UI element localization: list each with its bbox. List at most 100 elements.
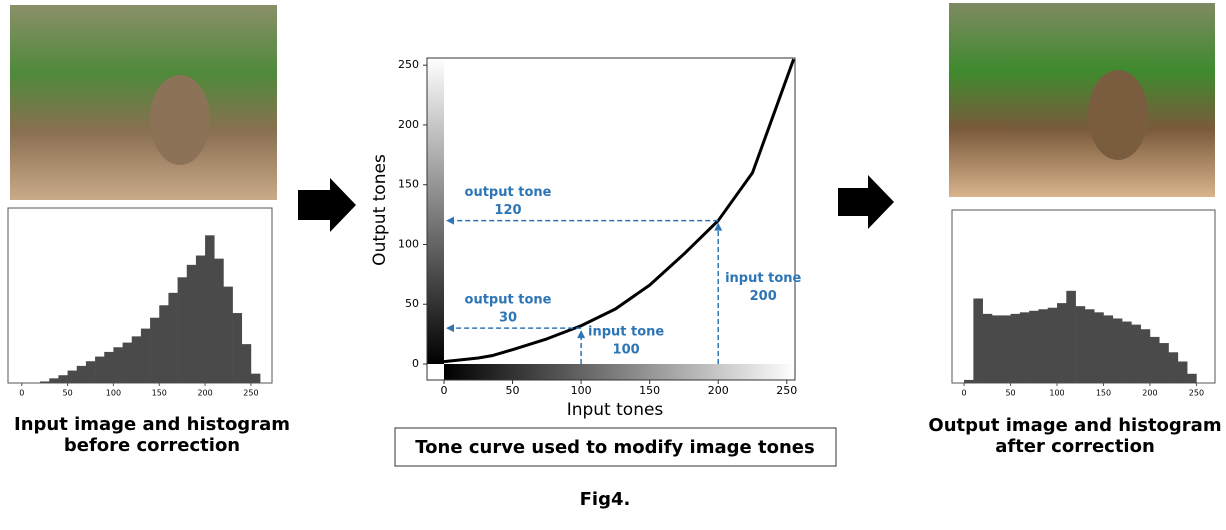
rabbit	[1088, 70, 1148, 160]
x-tick-label: 250	[1189, 389, 1204, 398]
x-tick-label: 50	[1005, 389, 1015, 398]
annotation-text: input tone	[725, 271, 801, 286]
arrow-head	[714, 222, 723, 231]
x-tick-label: 200	[1142, 389, 1157, 398]
caption: before correction	[64, 435, 240, 456]
caption: after correction	[995, 436, 1155, 457]
y-tick-label: 200	[398, 118, 419, 131]
x-tick-label: 200	[708, 384, 729, 397]
histogram-bar	[1131, 324, 1141, 383]
histogram-bar	[964, 379, 974, 383]
caption: Output image and histogram	[928, 415, 1221, 436]
histogram-bar	[1094, 312, 1104, 383]
histogram-bar	[1066, 290, 1076, 383]
annotation-text: 100	[613, 343, 640, 358]
histogram-bar	[1187, 373, 1197, 383]
histogram-bar	[131, 336, 142, 383]
histogram-bar	[49, 378, 59, 383]
histogram-bar	[67, 370, 78, 383]
gradient-bar	[427, 58, 444, 364]
histogram-bar	[113, 347, 123, 383]
x-tick-label: 0	[441, 384, 448, 397]
histogram-bar	[122, 342, 133, 383]
histogram-bar	[1084, 309, 1095, 383]
histogram-bar	[177, 277, 188, 383]
histogram-bar	[1047, 307, 1058, 383]
histogram-bar	[195, 255, 206, 383]
histogram-bar	[223, 286, 233, 383]
histogram-bar	[1112, 318, 1123, 383]
histogram-bar	[991, 315, 1002, 383]
caption-box	[394, 427, 837, 467]
histogram-bar	[241, 344, 252, 383]
histogram-bar	[1019, 312, 1030, 383]
histogram-bar	[1075, 306, 1086, 383]
arrow-head	[577, 330, 586, 339]
y-tick-label: 250	[398, 58, 419, 71]
x-tick-label: 50	[62, 389, 72, 398]
figure-label: Fig4.	[580, 489, 631, 510]
histogram-bar	[85, 361, 96, 383]
x-tick-label: 0	[962, 389, 967, 398]
x-tick-label: 150	[152, 389, 167, 398]
x-tick-label: 150	[1096, 389, 1111, 398]
annotation-text: output tone	[465, 185, 552, 200]
histogram-bar	[104, 351, 114, 383]
x-tick-label: 100	[106, 389, 121, 398]
histogram-bar	[58, 375, 68, 383]
x-tick-label: 150	[639, 384, 660, 397]
histogram-bar	[1038, 309, 1049, 383]
histogram-bar	[95, 356, 105, 383]
y-tick-label: 100	[398, 237, 419, 250]
histogram-bar	[159, 305, 169, 383]
histogram-bar	[168, 292, 178, 383]
y-tick-label: 50	[405, 297, 419, 310]
histogram-bar	[140, 328, 151, 383]
x-tick-label: 250	[243, 389, 258, 398]
rabbit	[150, 75, 210, 165]
x-axis-label: Input tones	[567, 400, 664, 420]
histogram-bar	[1140, 329, 1151, 383]
histogram-bar	[214, 258, 224, 383]
histogram-bar	[1168, 352, 1179, 383]
y-tick-label: 150	[398, 178, 419, 191]
gradient-bar	[444, 364, 795, 380]
histogram-bar	[1177, 361, 1188, 383]
histogram-bar	[250, 373, 261, 383]
x-tick-label: 100	[571, 384, 592, 397]
histogram-bar	[205, 235, 215, 383]
annotation-text: 200	[750, 289, 777, 304]
histogram-bar	[232, 313, 243, 383]
x-tick-label: 200	[197, 389, 212, 398]
x-tick-label: 50	[506, 384, 520, 397]
curve-frame	[426, 57, 796, 381]
histogram-bar	[1122, 321, 1132, 383]
output-photo	[949, 3, 1215, 197]
histogram-bar	[1149, 336, 1160, 383]
tone-curve	[443, 58, 796, 364]
histogram-bar	[1057, 303, 1067, 383]
x-tick-label: 100	[1049, 389, 1064, 398]
x-tick-label: 250	[776, 384, 797, 397]
y-tick-label: 0	[412, 357, 419, 370]
histogram-bar	[1103, 315, 1114, 383]
histogram-bar	[40, 381, 50, 383]
annotation-text: 30	[499, 311, 517, 326]
histogram-bar	[973, 298, 983, 383]
histogram-bar	[982, 313, 993, 383]
histogram-bar	[76, 365, 87, 383]
histogram-bar	[186, 264, 197, 383]
arrow-head	[446, 324, 454, 333]
caption: Input image and histogram	[14, 414, 290, 435]
y-axis-label: Output tones	[370, 154, 390, 266]
histogram-bar	[1001, 315, 1011, 383]
annotation-text: 120	[494, 203, 521, 218]
input-photo	[10, 5, 277, 200]
arrow	[838, 175, 894, 229]
histogram-bar	[1029, 310, 1039, 383]
x-tick-label: 0	[19, 389, 24, 398]
annotation-text: output tone	[465, 293, 552, 308]
caption: Tone curve used to modify image tones	[415, 437, 814, 458]
arrow-head	[446, 216, 454, 225]
